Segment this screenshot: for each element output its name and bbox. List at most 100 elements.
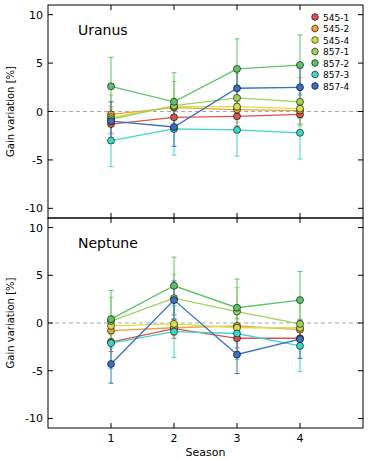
- error-cap: [235, 279, 240, 280]
- legend-marker: [312, 48, 319, 55]
- error-bar: [298, 35, 303, 95]
- error-bar: [235, 279, 240, 336]
- y-tick-label: 0: [36, 106, 43, 119]
- error-bar: [298, 320, 303, 358]
- figure: -10 -5 0 5 10 Uranus Gain variation [%] 545-154…: [0, 0, 368, 459]
- point: [234, 126, 241, 133]
- y-tick-label: -5: [32, 154, 43, 167]
- error-bar: [172, 103, 177, 155]
- legend-marker: [312, 37, 319, 44]
- frame: [48, 218, 363, 428]
- x-tick: [300, 423, 301, 428]
- point: [171, 114, 178, 121]
- y-tick: [358, 208, 363, 209]
- x-tick: [237, 213, 238, 218]
- y-tick-label: 10: [29, 9, 43, 22]
- legend-marker: [312, 83, 319, 90]
- y-tick: [358, 14, 363, 15]
- x-tick: [300, 213, 301, 218]
- error-bar: [235, 335, 240, 373]
- point: [171, 123, 178, 130]
- point: [171, 98, 178, 105]
- y-tick: [48, 208, 53, 209]
- y-tick: [358, 159, 363, 160]
- error-cap: [109, 166, 114, 167]
- point: [234, 103, 241, 110]
- error-bar: [298, 320, 303, 372]
- point: [297, 320, 304, 327]
- error-cap: [298, 35, 303, 36]
- y-axis-label: Gain variation [%]: [5, 66, 16, 157]
- error-cap: [298, 371, 303, 372]
- plot-area: [108, 257, 304, 383]
- point: [108, 316, 115, 323]
- error-bar: [109, 102, 114, 141]
- point: [297, 105, 304, 112]
- legend-marker: [312, 14, 319, 21]
- point: [171, 297, 178, 304]
- y-tick-label: 5: [36, 269, 43, 282]
- point: [234, 94, 241, 101]
- plot-area: [108, 35, 304, 167]
- point: [234, 113, 241, 120]
- legend-label: 857-3: [323, 70, 349, 80]
- series-line: [111, 114, 300, 124]
- y-tick-label: -10: [25, 202, 43, 215]
- y-tick-label: -5: [32, 365, 43, 378]
- error-bar: [109, 291, 114, 348]
- error-bar: [109, 114, 114, 166]
- error-bar: [172, 281, 177, 319]
- point: [297, 84, 304, 91]
- error-bar: [172, 274, 177, 322]
- y-tick: [358, 418, 363, 419]
- error-cap: [109, 383, 114, 384]
- x-tick: [174, 423, 175, 428]
- series-line: [111, 65, 300, 102]
- y-tick: [358, 370, 363, 371]
- legend-marker: [312, 60, 319, 67]
- y-tick-label: -10: [25, 412, 43, 425]
- point: [108, 118, 115, 125]
- y-axis-label: Gain variation [%]: [5, 277, 16, 368]
- point: [297, 336, 304, 343]
- point: [234, 85, 241, 92]
- error-bar: [298, 107, 303, 159]
- x-tick: [237, 423, 238, 428]
- reference-line: [48, 111, 363, 112]
- point: [108, 137, 115, 144]
- error-cap: [235, 373, 240, 374]
- legend: 545-1545-2545-4857-1857-2857-3857-4: [312, 13, 350, 92]
- error-cap: [172, 319, 177, 320]
- point: [108, 339, 115, 346]
- error-bar: [298, 68, 303, 107]
- error-bar: [172, 108, 177, 147]
- error-cap: [172, 146, 177, 147]
- frame: [48, 5, 363, 218]
- y-tick: [358, 275, 363, 276]
- point: [234, 65, 241, 72]
- x-tick-label: 3: [234, 432, 241, 445]
- error-bar: [109, 95, 114, 143]
- legend-label: 857-2: [323, 59, 349, 69]
- error-cap: [235, 156, 240, 157]
- error-cap: [298, 158, 303, 159]
- y-tick: [358, 227, 363, 228]
- point: [108, 361, 115, 368]
- point: [297, 297, 304, 304]
- y-tick: [358, 111, 363, 112]
- y-tick-label: 10: [29, 222, 43, 235]
- error-cap: [172, 357, 177, 358]
- error-cap: [235, 38, 240, 39]
- series-line: [111, 129, 300, 141]
- point: [297, 98, 304, 105]
- y-tick-label: 5: [36, 57, 43, 70]
- y-tick: [358, 63, 363, 64]
- x-tick: [237, 5, 238, 10]
- panel-title: Uranus: [78, 22, 128, 38]
- error-bar: [235, 39, 240, 99]
- y-tick: [358, 323, 363, 324]
- legend-marker: [312, 25, 319, 32]
- legend-marker: [312, 71, 319, 78]
- panel: -10-505101234NeptuneGain variation [%]Se…: [5, 218, 363, 459]
- point: [171, 282, 178, 289]
